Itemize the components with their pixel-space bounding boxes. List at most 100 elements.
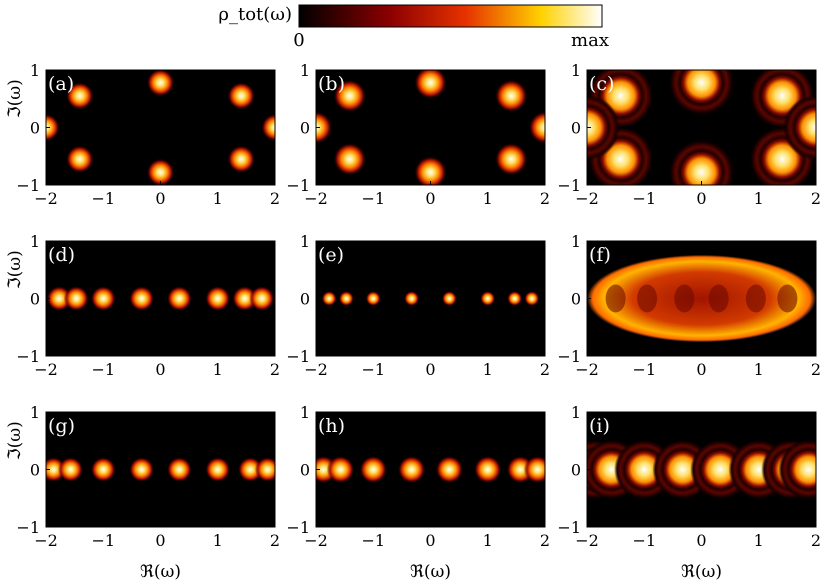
density-peak [65, 82, 94, 110]
x-axis-label: ℜ(ω) [410, 562, 451, 582]
density-peak [63, 285, 89, 312]
y-tick-label: 1 [300, 403, 310, 422]
x-tick-label: 0 [696, 189, 706, 208]
x-tick-label: −1 [361, 531, 385, 550]
y-tick-label: 0 [30, 290, 40, 309]
x-tick-label: 0 [696, 531, 706, 550]
density-peak [227, 82, 256, 110]
density-peak [129, 456, 155, 483]
y-tick-label: −1 [557, 518, 581, 537]
y-tick-label: 1 [571, 403, 581, 422]
density-peak [227, 145, 256, 173]
panel-background [316, 241, 545, 356]
y-tick-label: 0 [300, 290, 310, 309]
colorbar-min-label: 0 [293, 30, 304, 51]
x-tick-label: 2 [811, 360, 821, 379]
y-tick-label: 1 [300, 61, 310, 80]
y-tick-label: −1 [16, 176, 40, 195]
x-tick-label: 0 [425, 531, 435, 550]
x-tick-label: 2 [540, 360, 550, 379]
density-peak [668, 139, 735, 185]
panel-label: (e) [318, 244, 344, 266]
x-tick-label: 0 [155, 360, 165, 379]
y-tick-label: 0 [571, 119, 581, 138]
density-peak [507, 290, 523, 307]
x-tick-label: −2 [575, 531, 599, 550]
y-tick-label: 0 [571, 461, 581, 480]
density-peak [205, 456, 231, 483]
density-node [777, 284, 798, 313]
density-peak [587, 94, 620, 161]
density-peak [316, 111, 333, 144]
colorbar-gradient [298, 4, 603, 28]
x-tick-label: −2 [304, 360, 328, 379]
y-tick-label: 1 [571, 61, 581, 80]
x-tick-label: 0 [696, 360, 706, 379]
x-tick-label: 0 [425, 360, 435, 379]
density-peak [494, 142, 528, 176]
panel-label: (d) [48, 244, 75, 266]
x-tick-label: −1 [91, 531, 115, 550]
y-tick-label: 0 [30, 119, 40, 138]
y-tick-label: 0 [300, 461, 310, 480]
y-tick-label: −1 [557, 176, 581, 195]
density-node [745, 284, 766, 313]
x-tick-label: −1 [632, 189, 656, 208]
x-tick-label: 1 [483, 360, 493, 379]
density-peak [494, 79, 528, 113]
density-node [637, 284, 658, 313]
panel-label: (h) [318, 415, 345, 437]
panel-label: (c) [589, 73, 614, 95]
density-peak [435, 455, 464, 484]
y-axis-label: ℑ(ω) [5, 79, 25, 118]
density-blob [587, 254, 816, 343]
x-tick-label: 1 [213, 189, 223, 208]
panel-background [46, 412, 275, 527]
panel-e: (e)−2 −1 0 1 2−101 [286, 232, 550, 379]
panel-c: (c)−2 −1 0 1 2−101 [557, 61, 821, 208]
panel-label: (i) [589, 415, 610, 437]
density-peak [668, 70, 735, 116]
density-peak [65, 145, 94, 173]
x-tick-label: −2 [304, 189, 328, 208]
y-tick-label: 1 [30, 403, 40, 422]
x-tick-label: 2 [270, 360, 280, 379]
density-peak [523, 455, 545, 484]
density-peak [205, 285, 231, 312]
density-peak [321, 290, 337, 307]
density-peak [414, 70, 447, 100]
density-peak [404, 290, 420, 307]
y-tick-label: 0 [571, 290, 581, 309]
x-tick-label: −2 [304, 531, 328, 550]
y-tick-label: −1 [286, 176, 310, 195]
y-axis-label: ℑ(ω) [5, 421, 25, 460]
colorbar-label: ρ_tot(ω) [218, 4, 292, 25]
x-tick-label: −2 [575, 189, 599, 208]
x-tick-label: 0 [425, 189, 435, 208]
y-tick-label: 1 [571, 232, 581, 251]
colorbar: ρ_tot(ω) 0 max [218, 4, 609, 51]
x-tick-label: 2 [540, 531, 550, 550]
x-tick-label: −1 [632, 531, 656, 550]
density-node [674, 284, 695, 313]
y-tick-label: 1 [300, 232, 310, 251]
density-peak [261, 113, 275, 142]
y-tick-label: 1 [30, 61, 40, 80]
density-peak [441, 290, 457, 307]
x-tick-label: 2 [270, 189, 280, 208]
y-tick-label: −1 [286, 518, 310, 537]
y-tick-label: 0 [30, 461, 40, 480]
panel-label: (a) [48, 73, 74, 95]
x-tick-label: 2 [270, 531, 280, 550]
x-tick-label: −1 [91, 360, 115, 379]
x-tick-label: −2 [34, 531, 58, 550]
x-tick-label: −2 [34, 360, 58, 379]
density-peak [524, 290, 540, 307]
density-peak [778, 439, 816, 500]
x-tick-label: 0 [155, 531, 165, 550]
y-tick-label: −1 [286, 347, 310, 366]
